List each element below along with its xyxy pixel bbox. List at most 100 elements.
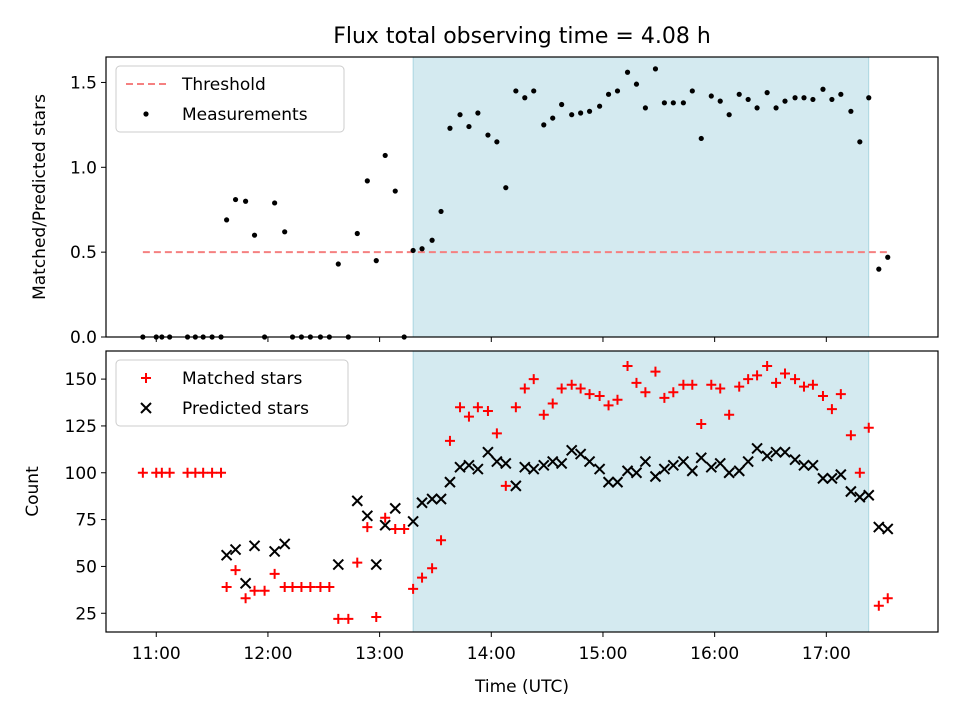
data-point: [351, 495, 363, 507]
data-point: [269, 568, 280, 579]
data-point: [614, 88, 621, 94]
data-point: [706, 379, 717, 390]
data-point: [770, 446, 782, 458]
data-point: [457, 112, 463, 118]
data-point: [429, 237, 435, 243]
data-point: [389, 502, 401, 515]
data-point: [586, 108, 593, 114]
y-axis-label: Count: [23, 466, 43, 517]
data-point: [566, 379, 577, 390]
axes-frame: [105, 56, 939, 338]
data-point: [621, 465, 634, 477]
data-point: [528, 463, 540, 475]
data-point: [838, 91, 844, 97]
y-tick-label: 1.5: [70, 73, 97, 93]
data-point: [248, 540, 261, 552]
data-point: [417, 572, 428, 583]
y-tick-label: 50: [75, 557, 97, 577]
data-point: [622, 360, 633, 371]
data-point: [575, 383, 586, 394]
data-point: [164, 467, 175, 478]
data-point: [779, 446, 791, 458]
data-point: [390, 523, 401, 534]
data-point: [559, 101, 565, 108]
legend-box: [115, 359, 349, 427]
data-point: [408, 583, 419, 594]
data-point: [278, 538, 291, 550]
axes-frame: [105, 350, 939, 633]
legend: Matched stars Predicted stars: [115, 359, 349, 427]
data-point: [876, 266, 882, 272]
data-point: [491, 428, 502, 439]
ratio-panel: 0.0 0.5 1.0 1.5 Matched/Predicted stars Thres…: [30, 56, 939, 348]
data-point: [438, 208, 444, 215]
data-point: [547, 455, 559, 468]
data-point: [444, 476, 456, 488]
data-point: [454, 461, 466, 473]
data-point: [845, 430, 856, 441]
data-point: [426, 493, 438, 505]
data-point: [798, 459, 810, 471]
data-point: [399, 523, 410, 534]
data-point: [659, 392, 670, 403]
x-tick-label: 11:00: [132, 644, 181, 664]
data-point: [642, 105, 649, 111]
data-point: [612, 394, 623, 405]
legend-marker: [140, 402, 152, 414]
data-point: [333, 613, 344, 624]
data-point: [224, 217, 230, 223]
data-point: [268, 545, 281, 558]
data-point: [513, 88, 519, 94]
data-point: [435, 493, 447, 505]
data-point: [332, 558, 344, 571]
data-point: [287, 582, 298, 593]
data-point: [602, 476, 615, 488]
y-tick-label: 75: [75, 511, 97, 531]
data-point: [427, 563, 438, 574]
data-point: [854, 467, 865, 478]
data-point: [649, 470, 662, 483]
data-point: [485, 132, 491, 138]
data-point: [717, 98, 723, 104]
legend-marker: [141, 373, 151, 383]
data-point: [538, 409, 549, 420]
y-tick-label: 0.5: [70, 243, 97, 263]
data-point: [229, 543, 242, 556]
data-point: [715, 383, 726, 394]
x-tick-label: 17:00: [802, 644, 851, 664]
data-point: [863, 489, 875, 501]
data-point: [650, 366, 661, 377]
data-point: [829, 96, 835, 103]
data-point: [652, 66, 659, 72]
data-point: [547, 398, 558, 409]
data-point: [845, 485, 857, 498]
data-point: [315, 582, 326, 593]
data-point: [708, 93, 714, 99]
data-point: [380, 512, 391, 523]
data-point: [556, 383, 567, 394]
data-point: [611, 476, 624, 488]
data-point: [594, 390, 605, 401]
data-point: [555, 457, 568, 470]
data-point: [240, 593, 251, 604]
data-point: [723, 467, 735, 479]
y-tick-label: 125: [65, 417, 97, 437]
data-point: [882, 593, 893, 604]
observing-window-region: [412, 350, 870, 633]
data-point: [221, 582, 232, 593]
legend-label: Matched stars: [182, 369, 302, 389]
data-point: [854, 491, 866, 503]
data-point: [667, 459, 680, 471]
data-point: [782, 98, 788, 104]
y-tick-label: 0.0: [70, 328, 97, 348]
data-point: [379, 519, 391, 531]
data-point: [593, 463, 606, 475]
data-point: [873, 600, 884, 611]
data-point: [463, 411, 474, 422]
data-point: [817, 472, 829, 485]
data-point: [661, 100, 667, 106]
data-point: [695, 452, 707, 464]
data-point: [491, 455, 503, 468]
data-point: [798, 381, 809, 392]
data-point: [510, 480, 522, 492]
